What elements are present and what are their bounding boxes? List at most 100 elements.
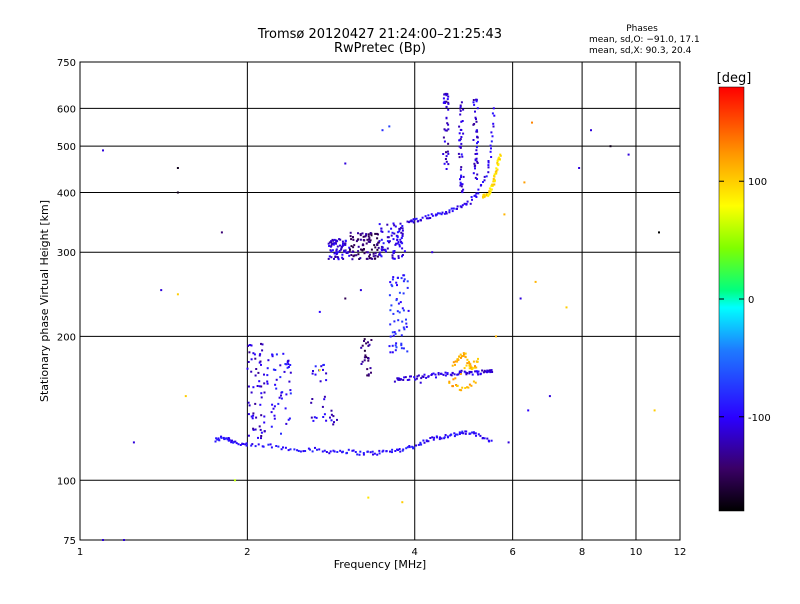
data-point: [367, 233, 370, 236]
data-point: [403, 278, 406, 281]
data-point: [458, 370, 461, 373]
data-point: [447, 142, 450, 145]
data-point: [477, 140, 479, 143]
data-point: [489, 150, 492, 153]
data-point: [492, 180, 495, 183]
data-point: [487, 439, 490, 442]
data-point: [401, 242, 404, 245]
data-point: [396, 231, 399, 234]
data-point: [459, 178, 461, 181]
data-point: [333, 421, 335, 424]
data-point: [387, 230, 390, 233]
data-point: [412, 218, 415, 221]
data-point: [491, 371, 494, 373]
data-point: [469, 202, 472, 205]
data-point: [332, 242, 335, 245]
data-point: [341, 245, 343, 248]
data-point: [459, 104, 462, 107]
data-point: [371, 257, 374, 260]
data-point: [429, 217, 432, 219]
data-point: [377, 246, 380, 249]
data-point: [277, 402, 280, 405]
data-point: [464, 356, 467, 359]
data-point: [395, 242, 398, 245]
data-point: [258, 380, 261, 383]
data-point: [362, 239, 365, 241]
data-point: [475, 129, 478, 132]
data-point: [260, 392, 263, 395]
data-point: [280, 394, 282, 397]
data-point: [342, 257, 345, 260]
data-point: [527, 409, 530, 412]
colorbar-tick-label: 0: [748, 295, 754, 306]
plot-area: [79, 61, 681, 541]
data-point: [565, 306, 568, 309]
data-point: [440, 437, 443, 440]
data-point: [491, 112, 494, 115]
x-tick-label: 10: [630, 547, 643, 558]
data-point: [468, 364, 471, 367]
data-point: [465, 203, 468, 206]
data-point: [287, 366, 290, 368]
data-point: [443, 101, 445, 104]
data-point: [365, 233, 368, 236]
data-point: [394, 332, 397, 335]
data-point: [363, 356, 366, 359]
data-point: [653, 409, 656, 412]
data-point: [389, 351, 392, 354]
data-point: [393, 257, 396, 260]
data-point: [347, 448, 350, 451]
data-point: [252, 427, 255, 430]
data-point: [338, 238, 341, 241]
data-point: [447, 123, 450, 126]
data-point: [357, 250, 360, 253]
data-point: [393, 250, 396, 252]
data-point: [499, 153, 502, 156]
x-tick-label: 1: [77, 547, 83, 558]
data-point: [332, 449, 335, 452]
data-point: [389, 281, 392, 284]
data-point: [315, 416, 318, 419]
data-point: [458, 156, 461, 159]
data-point: [373, 244, 376, 247]
data-point: [459, 373, 462, 375]
data-point: [483, 175, 486, 178]
data-point: [484, 370, 487, 373]
data-point: [439, 436, 441, 439]
data-point: [402, 309, 405, 312]
data-point: [259, 403, 262, 406]
data-point: [477, 188, 480, 191]
data-point: [431, 436, 434, 439]
data-point: [471, 373, 474, 376]
data-point: [417, 443, 420, 446]
data-point: [321, 405, 324, 408]
data-point: [284, 363, 287, 365]
data-point: [460, 431, 463, 434]
data-point: [456, 433, 459, 436]
data-point: [475, 192, 478, 195]
data-point: [487, 171, 490, 174]
data-point: [420, 443, 423, 446]
data-point: [333, 252, 336, 255]
data-point: [380, 227, 383, 230]
data-point: [256, 385, 259, 387]
data-point: [247, 413, 250, 416]
data-point: [473, 103, 476, 106]
data-point: [450, 374, 453, 377]
data-point: [357, 253, 360, 256]
data-point: [447, 128, 450, 131]
data-point: [442, 97, 445, 100]
data-point: [254, 428, 257, 431]
data-point: [402, 326, 405, 329]
data-point: [365, 242, 368, 245]
data-point: [396, 238, 399, 241]
data-point: [460, 166, 463, 169]
data-point: [399, 378, 402, 381]
data-point: [263, 382, 266, 385]
data-point: [394, 225, 397, 228]
data-point: [486, 371, 488, 374]
data-point: [260, 431, 263, 434]
data-point: [495, 335, 497, 338]
data-point: [397, 241, 400, 243]
data-point: [402, 274, 405, 277]
